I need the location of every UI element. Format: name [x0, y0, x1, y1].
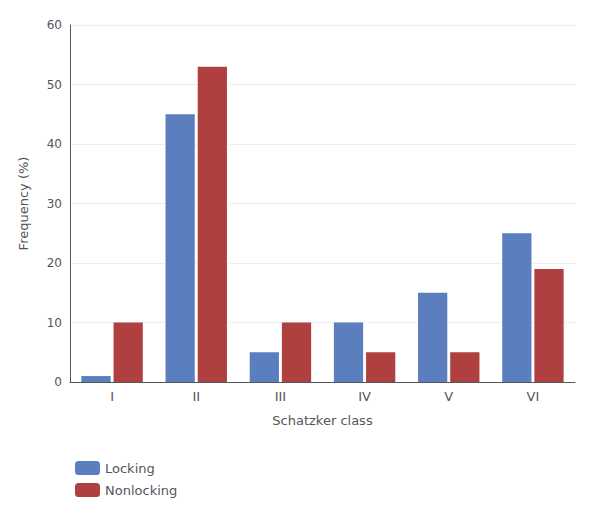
svg-text:I: I: [110, 389, 114, 404]
svg-text:50: 50: [47, 78, 62, 92]
svg-text:20: 20: [47, 256, 62, 270]
svg-text:IV: IV: [358, 389, 371, 404]
svg-text:Nonlocking: Nonlocking: [105, 483, 177, 498]
svg-text:Schatzker class: Schatzker class: [272, 413, 373, 428]
svg-text:60: 60: [47, 18, 62, 32]
svg-text:30: 30: [47, 197, 62, 211]
svg-text:Frequency (%): Frequency (%): [16, 157, 31, 251]
svg-text:II: II: [192, 389, 200, 404]
svg-text:VI: VI: [527, 389, 540, 404]
svg-text:40: 40: [47, 137, 62, 151]
svg-text:10: 10: [47, 316, 62, 330]
svg-text:III: III: [275, 389, 287, 404]
svg-text:Locking: Locking: [105, 461, 155, 476]
svg-text:0: 0: [54, 375, 62, 389]
svg-text:V: V: [444, 389, 453, 404]
